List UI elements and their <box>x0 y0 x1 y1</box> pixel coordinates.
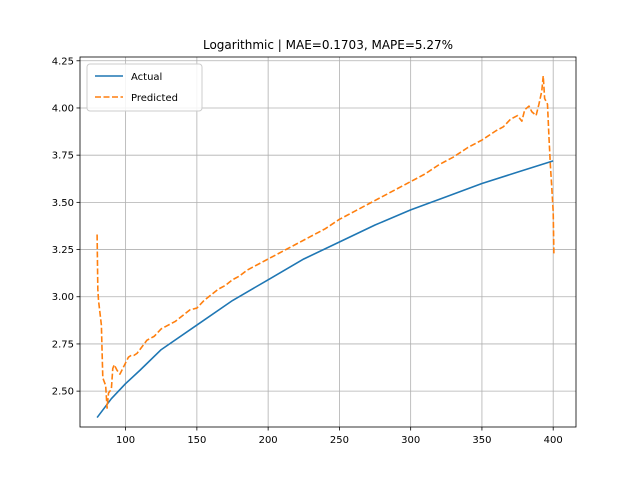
axis-ticks: 100 150 200 250 300 350 400 2.50 2.75 3.00 3.25 3.5… <box>52 56 563 446</box>
grid <box>80 57 576 427</box>
y-tick-label: 2.75 <box>52 339 74 350</box>
x-tick-label: 400 <box>544 435 563 446</box>
legend: Actual Predicted <box>86 63 203 112</box>
x-tick-label: 100 <box>116 435 135 446</box>
legend-label-actual: Actual <box>131 72 162 83</box>
x-tick-label: 150 <box>187 435 206 446</box>
y-tick-label: 3.25 <box>52 245 74 256</box>
series-line-actual <box>96 160 554 419</box>
series-line-predicted <box>96 75 555 409</box>
x-tick-label: 300 <box>401 435 420 446</box>
chart-title: Logarithmic | MAE=0.1703, MAPE=5.27% <box>203 38 453 52</box>
x-tick-label: 250 <box>330 435 349 446</box>
y-tick-label: 2.50 <box>52 387 74 398</box>
y-tick-label: 4.25 <box>52 56 74 67</box>
x-tick-label: 200 <box>259 435 278 446</box>
y-tick-label: 3.75 <box>52 151 74 162</box>
x-tick-label: 350 <box>472 435 491 446</box>
legend-label-predicted: Predicted <box>131 93 178 104</box>
y-tick-label: 3.00 <box>52 292 74 303</box>
y-tick-label: 4.00 <box>52 103 74 114</box>
series-layer <box>96 75 555 419</box>
plot-frame <box>79 56 577 428</box>
y-tick-label: 3.50 <box>52 198 74 209</box>
